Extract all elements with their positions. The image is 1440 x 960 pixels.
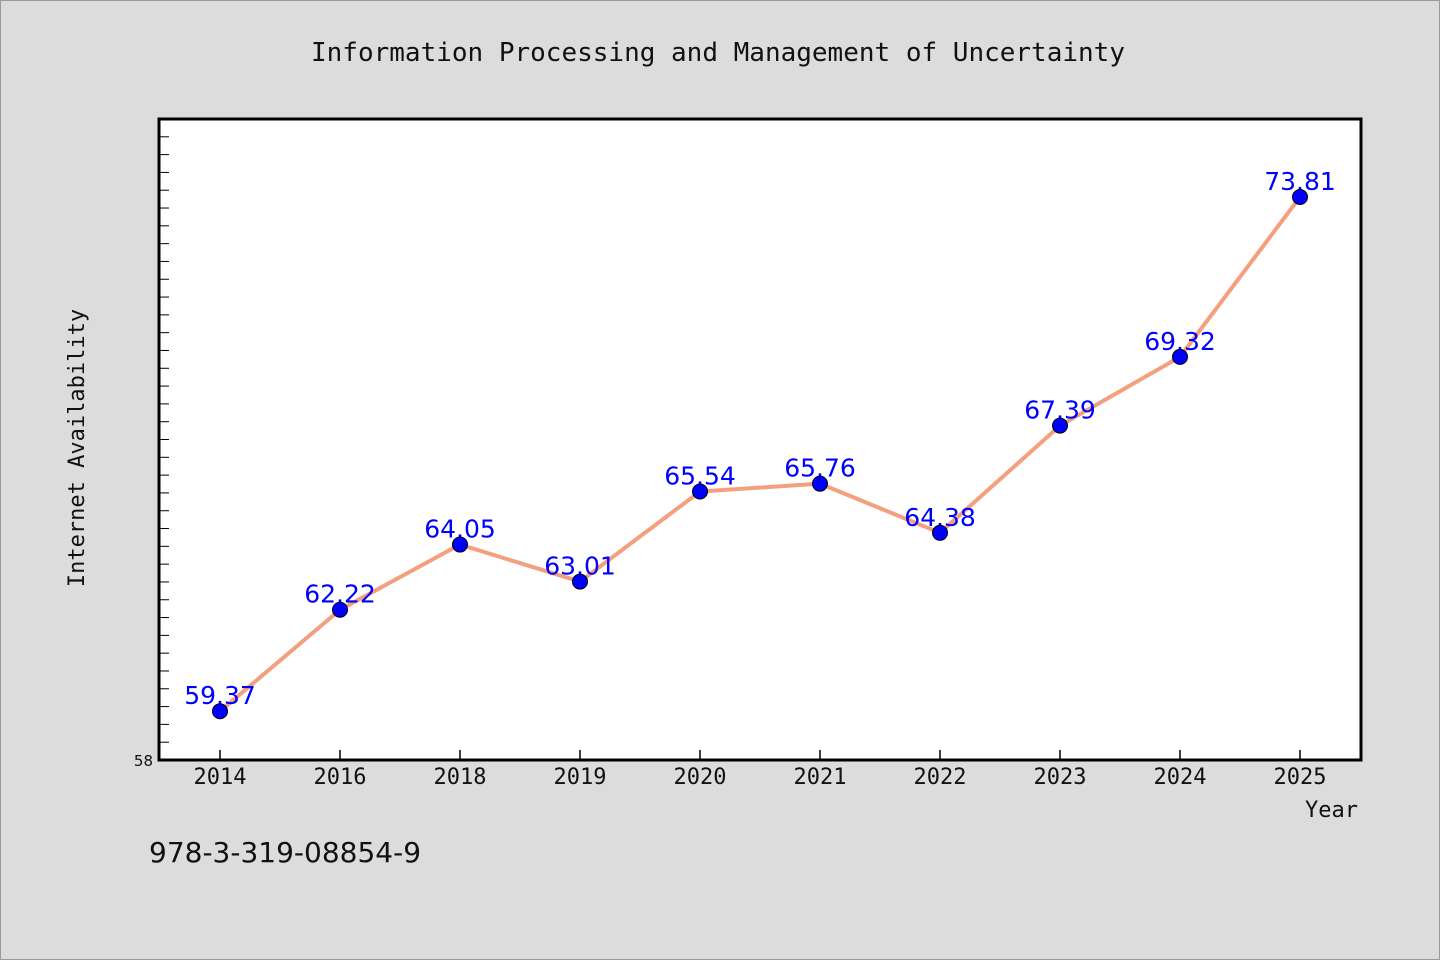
series-line [218,195,1302,713]
data-point [572,573,588,590]
x-tick-label: 2018 [434,765,487,790]
data-point [932,524,948,541]
x-tick-label: 2016 [314,765,367,790]
data-points [212,188,1308,720]
data-point [1292,188,1308,205]
x-axis-label: Year [1305,798,1358,823]
chart-title: Information Processing and Management of… [311,38,1125,68]
isbn-footer: 978-3-319-08854-9 [149,836,421,869]
x-tick-label: 2020 [674,765,727,790]
data-point [692,483,708,500]
x-tick-label: 2023 [1034,765,1087,790]
y-tick-label: 58 [134,752,153,770]
data-point [812,475,828,492]
data-point [1052,417,1068,434]
data-point [452,536,468,553]
x-tick-label: 2021 [794,765,847,790]
series-line-group [218,195,1302,713]
y-axis-ticks: 58 [134,136,169,770]
x-axis-ticks: 2014 2016 2018 2019 2020 2021 2022 2023 2024 2025 [194,750,1327,790]
x-tick-label: 2019 [554,765,607,790]
x-tick-label: 2024 [1154,765,1207,790]
plot-area [157,117,1363,762]
x-tick-label: 2014 [194,765,247,790]
data-point [332,601,348,618]
data-point [1172,348,1188,365]
x-tick-label: 2025 [1274,765,1327,790]
y-axis-label: Internet Availability [65,309,90,587]
x-tick-label: 2022 [914,765,967,790]
data-point [212,703,228,720]
